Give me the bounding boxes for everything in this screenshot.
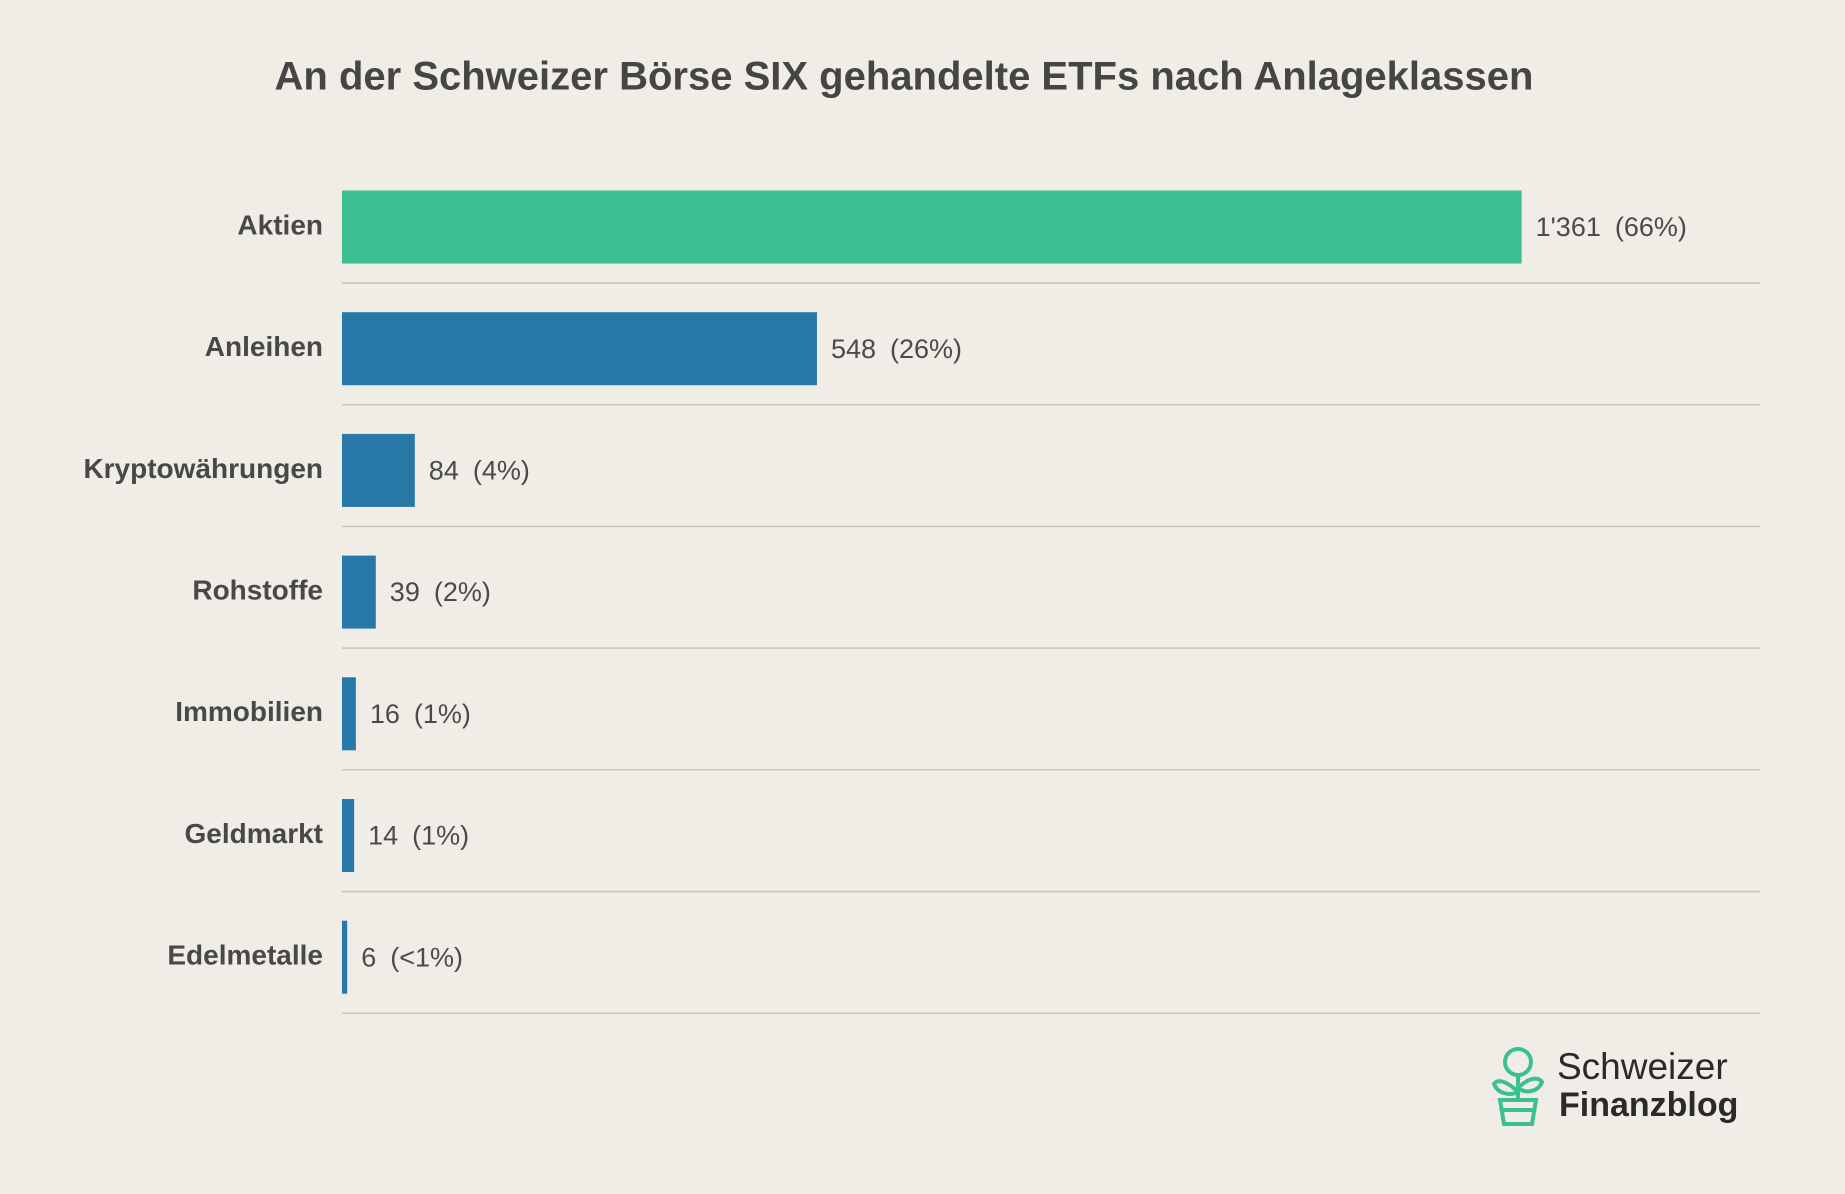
bar: [342, 920, 348, 994]
chart-title: An der Schweizer Börse SIX gehandelte ET…: [275, 55, 1534, 99]
category-label: Immobilien: [175, 696, 323, 727]
category-label: Rohstoffe: [192, 574, 323, 605]
value-label: 84: [429, 456, 459, 486]
category-label: Geldmarkt: [185, 818, 324, 849]
bar: [342, 190, 1522, 264]
share-label: (4%): [473, 456, 530, 486]
logo-icon: [1497, 1098, 1539, 1126]
value-label: 14: [368, 821, 398, 851]
value-label: 6: [361, 942, 376, 972]
category-label: Anleihen: [205, 331, 323, 362]
logo: [1491, 1047, 1545, 1126]
category-label: Edelmetalle: [167, 940, 323, 971]
bar: [342, 555, 376, 629]
value-label: 16: [370, 699, 400, 729]
value-label: 548: [831, 334, 876, 364]
logo-text: Finanzblog: [1559, 1086, 1738, 1124]
share-label: (26%): [890, 334, 962, 364]
bar: [342, 799, 355, 872]
category-label: Aktien: [237, 209, 323, 240]
bar: [342, 677, 356, 751]
logo-text: Schweizer: [1557, 1046, 1728, 1087]
logo-icon: [1491, 1075, 1545, 1100]
share-label: (1%): [414, 699, 471, 729]
category-label: Kryptowährungen: [83, 453, 323, 484]
value-label: 1'361: [1536, 212, 1601, 242]
bar: [342, 433, 415, 507]
share-label: (66%): [1615, 212, 1687, 242]
share-label: (2%): [434, 577, 491, 607]
bar: [342, 312, 817, 386]
value-label: 39: [390, 577, 420, 607]
share-label: (1%): [412, 821, 469, 851]
share-label: (<1%): [390, 942, 463, 972]
